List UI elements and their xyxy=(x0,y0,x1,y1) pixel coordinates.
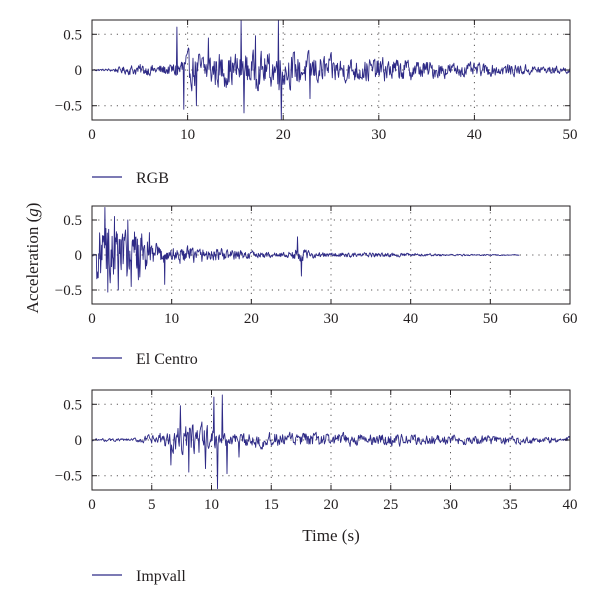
x-tick-label: 25 xyxy=(383,497,398,513)
x-tick-label: 60 xyxy=(563,311,578,327)
series-line-impvall xyxy=(91,394,571,490)
x-tick-label: 35 xyxy=(503,497,518,513)
y-tick-label: 0 xyxy=(75,433,83,449)
x-tick-label: 50 xyxy=(563,127,578,143)
x-tick-label: 50 xyxy=(483,311,498,327)
x-tick-label: 20 xyxy=(324,497,339,513)
x-tick-label: 10 xyxy=(180,127,195,143)
x-tick-label: 40 xyxy=(563,497,578,513)
y-tick-label: −0.5 xyxy=(55,99,82,115)
y-tick-label: 0.5 xyxy=(63,213,82,229)
panel-impvall: 0 5 10 15 20 25 30 35 40 0.5 0 −0.5 Impvall xyxy=(55,389,578,585)
x-tick-label: 30 xyxy=(324,311,339,327)
y-tick-label: 0.5 xyxy=(63,27,82,43)
x-tick-label: 0 xyxy=(88,311,96,327)
series-line-el-centro xyxy=(91,206,520,293)
y-tick-label: 0.5 xyxy=(63,397,82,413)
x-tick-label: 40 xyxy=(403,311,418,327)
y-axis-label-close: ) xyxy=(23,203,42,209)
x-tick-label: 0 xyxy=(88,497,96,513)
panel-rgb: 0 10 20 30 40 50 0.5 0 −0.5 RGB xyxy=(55,19,578,187)
x-tick-label: 40 xyxy=(467,127,482,143)
x-tick-label: 10 xyxy=(164,311,179,327)
x-tick-label: 10 xyxy=(204,497,219,513)
legend-label: El Centro xyxy=(136,351,198,368)
legend-label: Impvall xyxy=(136,568,186,585)
y-tick-label: 0 xyxy=(75,248,83,264)
x-tick-label: 15 xyxy=(264,497,279,513)
legend-label: RGB xyxy=(136,170,169,187)
y-axis-label: Acceleration (g) xyxy=(23,203,42,314)
x-tick-label: 20 xyxy=(244,311,259,327)
series-line-rgb xyxy=(91,19,571,121)
x-tick-label: 30 xyxy=(443,497,458,513)
x-tick-label: 0 xyxy=(88,127,96,143)
x-tick-label: 30 xyxy=(371,127,386,143)
y-axis-label-text: Acceleration ( xyxy=(23,216,42,313)
y-axis-label-unit: g xyxy=(23,208,42,217)
panel-el-centro: 0 10 20 30 40 50 60 0.5 0 −0.5 El Centro xyxy=(55,205,578,368)
y-tick-label: −0.5 xyxy=(55,469,82,485)
x-axis-label: Time (s) xyxy=(302,526,359,545)
y-tick-label: 0 xyxy=(75,63,83,79)
y-tick-label: −0.5 xyxy=(55,283,82,299)
x-tick-label: 5 xyxy=(148,497,156,513)
x-tick-label: 20 xyxy=(276,127,291,143)
